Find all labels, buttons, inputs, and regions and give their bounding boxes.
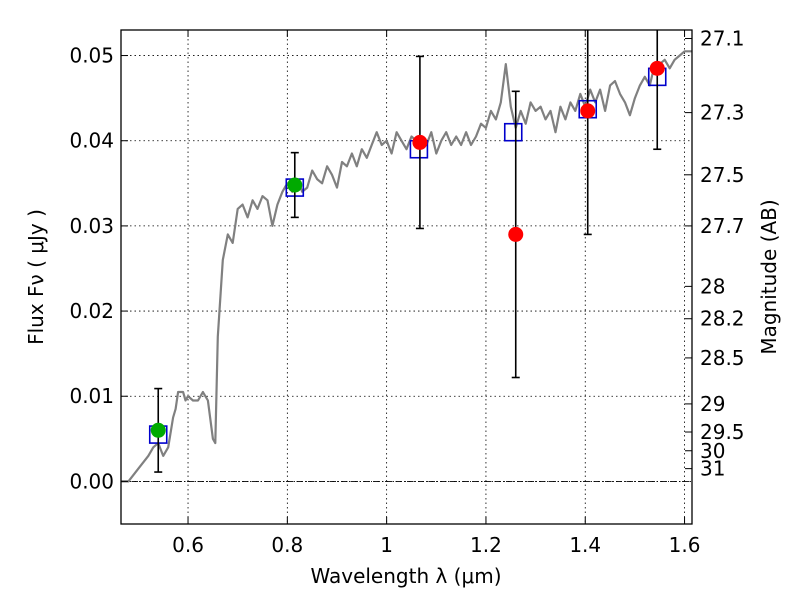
observed-flux-point xyxy=(649,60,665,76)
y-tick-label: 0.04 xyxy=(69,129,114,153)
mag-tick-label: 28 xyxy=(700,274,725,298)
y-tick-label: 0.02 xyxy=(69,299,114,323)
x-tick-label: 1.4 xyxy=(569,533,601,557)
plot-area xyxy=(121,30,692,483)
y-tick-label: 0.01 xyxy=(69,384,114,408)
mag-tick-label: 28.5 xyxy=(700,346,745,370)
mag-tick-label: 29 xyxy=(700,392,725,416)
mag-tick-label: 27.3 xyxy=(700,101,745,125)
observed-flux-point xyxy=(508,226,524,242)
mag-tick-label: 27.1 xyxy=(700,27,745,51)
plot-frame xyxy=(120,29,693,525)
mag-tick-label: 30 xyxy=(700,439,725,463)
y-tick-label: 0.05 xyxy=(69,44,114,68)
mag-tick-label: 27.7 xyxy=(700,214,745,238)
x-tick-label: 1 xyxy=(380,533,393,557)
x-tick-label: 0.6 xyxy=(172,533,204,557)
axes: 0.6 0.8 1 1.2 1.4 1.6 0.00 0.01 0.02 0.03 0.04 0.05… xyxy=(69,27,744,557)
spectrum-line xyxy=(121,50,692,483)
observed-flux-point xyxy=(287,177,303,193)
observed-flux-point xyxy=(412,134,428,150)
mag-tick-label: 27.5 xyxy=(700,163,745,187)
mag-tick-label: 29.5 xyxy=(700,420,745,444)
observed-flux-point xyxy=(580,103,596,119)
observed-flux-point xyxy=(150,422,166,438)
x-axis-title: Wavelength λ (μm) xyxy=(310,564,501,588)
y-tick-label: 0.00 xyxy=(69,469,114,493)
y-axis-title: Flux Fν ( μJy ) xyxy=(24,209,48,345)
model-band-square xyxy=(503,122,523,142)
mag-tick-label: 28.2 xyxy=(700,307,745,331)
x-tick-label: 1.2 xyxy=(470,533,502,557)
mag-tick-label: 31 xyxy=(700,457,725,481)
x-tick-label: 0.8 xyxy=(271,533,303,557)
y2-axis-title: Magnitude (AB) xyxy=(757,199,781,354)
x-tick-label: 1.6 xyxy=(669,533,701,557)
y-tick-label: 0.03 xyxy=(69,214,114,238)
